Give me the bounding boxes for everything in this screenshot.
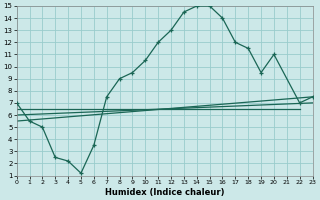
X-axis label: Humidex (Indice chaleur): Humidex (Indice chaleur) [105,188,224,197]
